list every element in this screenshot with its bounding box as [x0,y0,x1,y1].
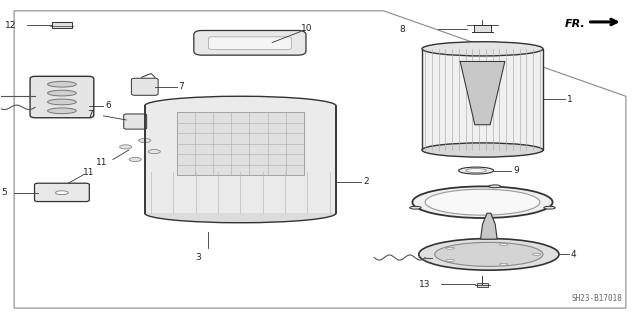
Ellipse shape [139,138,151,143]
Ellipse shape [47,81,76,87]
Ellipse shape [446,247,454,249]
Text: 1: 1 [567,95,573,104]
Bar [177,112,304,175]
Text: 8: 8 [399,25,405,34]
Text: 11: 11 [96,158,107,167]
Ellipse shape [145,204,336,223]
Bar [145,106,336,213]
Ellipse shape [47,90,76,96]
Ellipse shape [410,206,421,209]
FancyBboxPatch shape [30,76,94,118]
Text: 9: 9 [513,166,519,175]
Ellipse shape [145,96,336,115]
Bar [422,49,543,150]
Ellipse shape [446,260,454,262]
Ellipse shape [544,206,556,209]
Ellipse shape [47,99,76,105]
Ellipse shape [466,168,486,173]
Text: 5: 5 [1,188,7,197]
FancyBboxPatch shape [209,37,291,49]
Text: 3: 3 [196,253,202,262]
Ellipse shape [422,143,543,157]
Text: 4: 4 [570,250,576,259]
Text: 11: 11 [83,168,95,177]
FancyBboxPatch shape [124,114,147,129]
Text: 6: 6 [105,101,111,110]
FancyBboxPatch shape [194,31,306,55]
Text: 7: 7 [179,82,184,91]
Ellipse shape [419,239,559,270]
Text: FR.: FR. [565,19,586,28]
Bar [477,283,488,287]
Ellipse shape [532,253,541,255]
Polygon shape [460,62,505,125]
Bar [474,25,491,32]
Ellipse shape [499,263,508,265]
Text: 13: 13 [419,279,430,289]
Ellipse shape [56,191,68,195]
Ellipse shape [489,185,500,188]
Text: 10: 10 [301,24,312,33]
Ellipse shape [47,108,76,114]
FancyBboxPatch shape [35,183,90,202]
Ellipse shape [129,158,141,161]
Ellipse shape [422,42,543,56]
Polygon shape [481,213,497,239]
Text: SH23-B17018: SH23-B17018 [572,294,623,303]
Ellipse shape [412,186,552,218]
Ellipse shape [120,145,132,149]
Text: 12: 12 [4,21,16,30]
FancyBboxPatch shape [131,78,158,95]
Bar [52,22,72,28]
Ellipse shape [499,243,508,245]
Ellipse shape [425,189,540,215]
Ellipse shape [459,167,493,174]
Text: 7: 7 [88,110,93,119]
Ellipse shape [435,242,543,266]
Text: 2: 2 [364,177,369,186]
Ellipse shape [148,150,161,154]
